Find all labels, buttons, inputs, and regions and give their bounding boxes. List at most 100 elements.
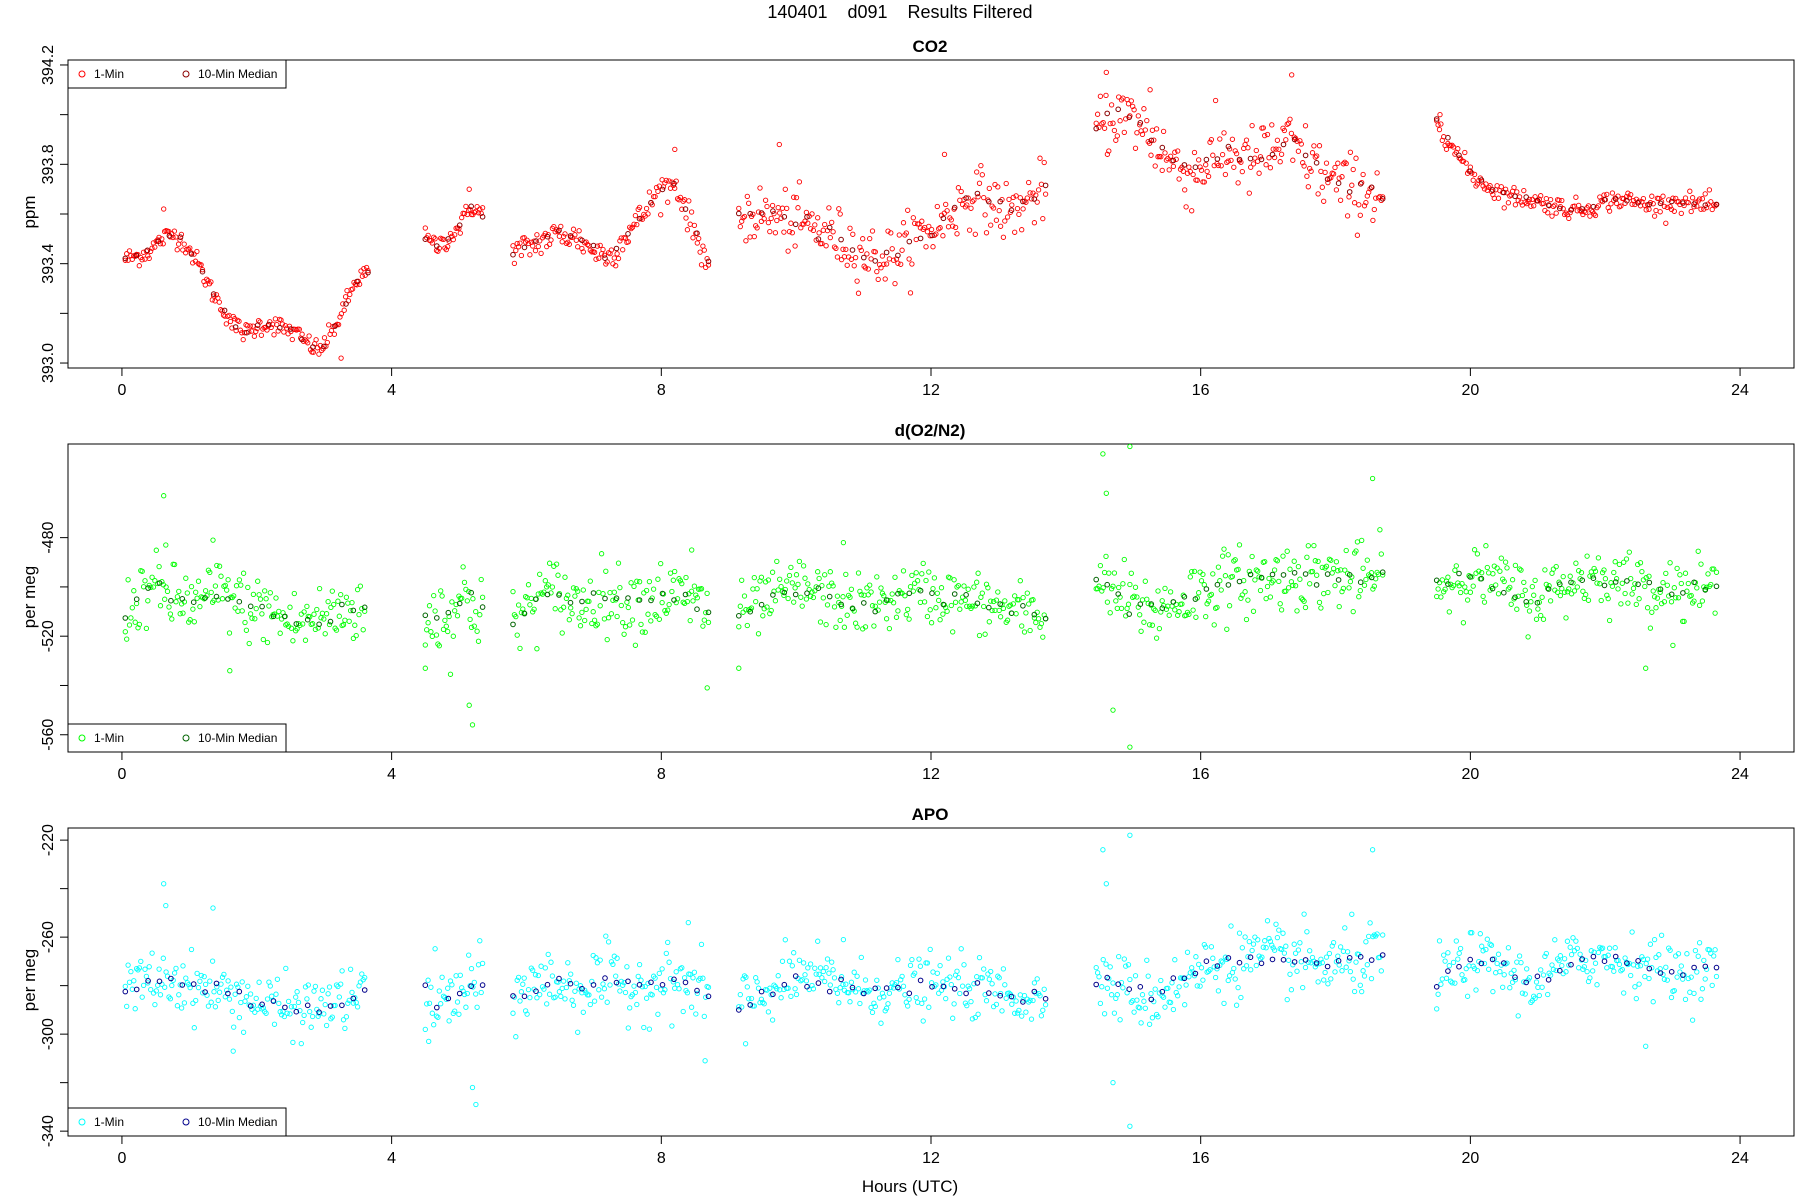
- point-1min: [815, 215, 821, 221]
- point-1min: [868, 589, 874, 595]
- point-1min: [698, 262, 705, 268]
- point-1min: [1595, 949, 1602, 956]
- point-median: [872, 258, 879, 264]
- point-1min: [930, 244, 936, 250]
- point-1min: [1226, 973, 1233, 979]
- point-median: [906, 990, 913, 997]
- point-1min: [1328, 175, 1334, 181]
- point-median: [567, 599, 574, 606]
- point-1min: [514, 632, 520, 638]
- point-1min: [1189, 965, 1195, 971]
- point-1min: [426, 1000, 433, 1006]
- point-1min: [1225, 552, 1231, 558]
- point-1min: [978, 594, 984, 600]
- point-1min: [1367, 920, 1373, 926]
- point-1min: [1685, 580, 1691, 587]
- point-1min: [1380, 194, 1386, 200]
- point-1min: [1144, 596, 1150, 602]
- point-median: [849, 984, 856, 991]
- point-1min: [1316, 599, 1323, 606]
- point-median: [293, 1008, 300, 1015]
- point-median: [1269, 571, 1276, 578]
- point-1min: [971, 981, 977, 987]
- point-1min: [1007, 602, 1014, 608]
- point-1min: [1155, 588, 1161, 594]
- point-1min: [1642, 583, 1648, 590]
- point-1min: [768, 607, 774, 614]
- point-1min: [1004, 617, 1011, 623]
- point-median: [544, 591, 551, 598]
- point-1min: [642, 983, 648, 990]
- point-1min: [560, 604, 567, 610]
- point-1min: [1464, 597, 1471, 603]
- point-1min: [1370, 586, 1376, 592]
- point-median: [1557, 967, 1563, 974]
- point-1min: [1435, 991, 1441, 997]
- point-1min: [1540, 972, 1547, 978]
- point-1min: [1277, 159, 1283, 165]
- point-1min: [568, 971, 574, 977]
- point-1min: [1651, 213, 1658, 219]
- point-1min: [607, 982, 613, 988]
- legend-label-1min: 1-Min: [94, 731, 124, 745]
- point-1min: [737, 603, 743, 609]
- point-1min: [262, 324, 269, 330]
- point-1min: [750, 586, 756, 592]
- point-1min: [754, 225, 760, 231]
- point-median: [940, 215, 947, 222]
- point-1min: [840, 936, 847, 943]
- point-1min: [425, 620, 431, 626]
- point-1min: [680, 198, 686, 204]
- point-1min: [152, 1001, 158, 1008]
- point-1min: [886, 990, 893, 996]
- point-median: [838, 976, 844, 983]
- figure-xlabel: Hours (UTC): [862, 1177, 958, 1196]
- point-median: [1104, 974, 1110, 981]
- point-1min: [558, 993, 564, 1000]
- point-median: [213, 593, 220, 600]
- point-1min: [704, 590, 710, 597]
- point-1min: [742, 1041, 749, 1047]
- point-1min: [955, 185, 962, 191]
- point-1min: [669, 588, 675, 595]
- point-1min: [349, 286, 356, 292]
- point-median: [1008, 610, 1015, 617]
- point-1min: [594, 621, 601, 627]
- point-median: [1313, 960, 1320, 966]
- point-median: [682, 979, 689, 986]
- point-1min: [854, 278, 860, 284]
- point-1min: [1462, 584, 1468, 590]
- point-1min: [1633, 601, 1639, 608]
- point-median: [1214, 963, 1221, 969]
- point-1min: [218, 981, 224, 987]
- point-1min: [907, 584, 914, 590]
- point-1min: [1120, 581, 1126, 587]
- point-1min: [1453, 563, 1459, 569]
- point-median: [1601, 582, 1608, 589]
- point-median: [1691, 201, 1697, 207]
- point-1min: [207, 978, 213, 984]
- point-1min: [365, 267, 371, 274]
- point-1min: [952, 224, 959, 231]
- point-median: [1346, 572, 1353, 578]
- point-1min: [1708, 199, 1714, 205]
- point-1min: [1024, 590, 1030, 596]
- point-1min: [1486, 966, 1492, 972]
- point-1min: [926, 1004, 932, 1010]
- point-median: [747, 608, 754, 615]
- point-1min: [743, 974, 749, 980]
- point-1min: [1463, 965, 1469, 972]
- point-median: [758, 988, 765, 995]
- point-1min: [1643, 575, 1649, 581]
- point-median: [1093, 981, 1099, 988]
- point-1min: [223, 321, 229, 327]
- point-1min: [1291, 941, 1297, 947]
- point-1min: [1231, 965, 1237, 972]
- point-1min: [1128, 570, 1134, 576]
- point-1min: [1508, 970, 1514, 976]
- point-1min: [572, 232, 578, 238]
- point-1min: [128, 968, 134, 975]
- point-median: [1545, 586, 1552, 592]
- point-median: [861, 254, 867, 261]
- point-1min: [1353, 548, 1359, 554]
